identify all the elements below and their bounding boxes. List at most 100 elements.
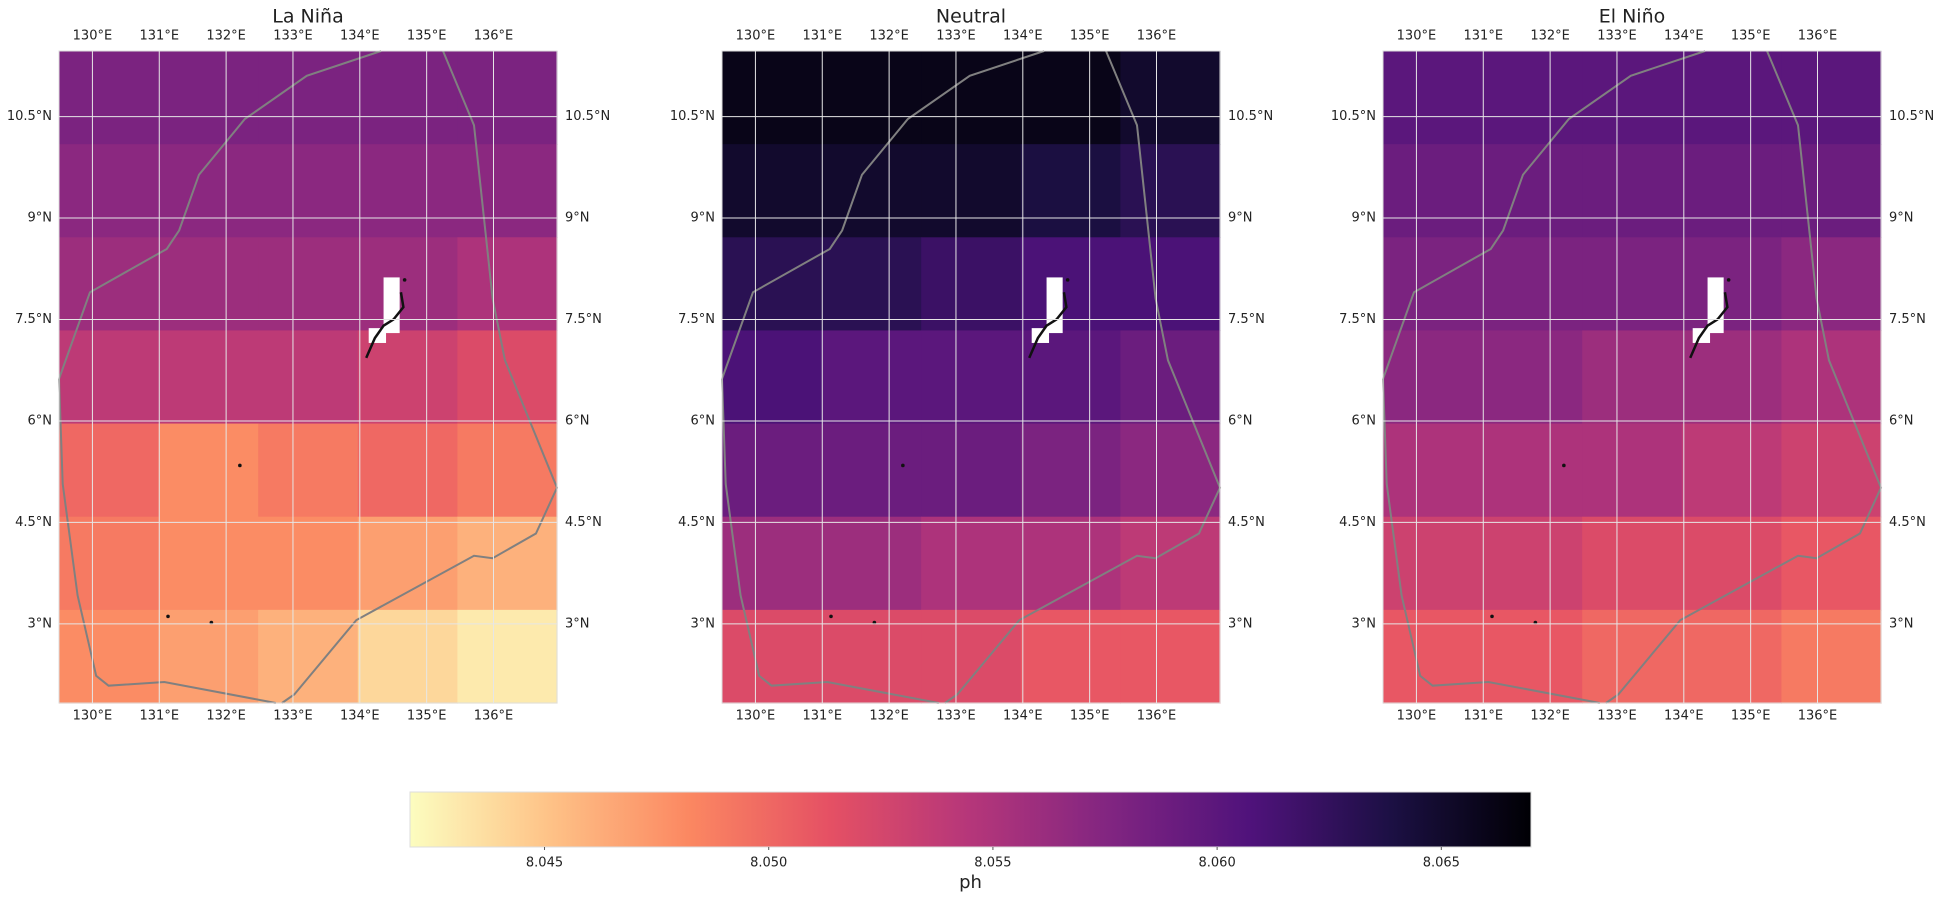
lon-label: 136°E	[1137, 709, 1177, 724]
lon-label: 132°E	[869, 29, 909, 44]
island	[1028, 292, 1068, 359]
ph-cell	[158, 609, 259, 704]
island	[238, 463, 242, 468]
ph-cell	[258, 51, 359, 145]
lon-label: 136°E	[474, 709, 514, 724]
eez-boundary	[1382, 378, 1600, 704]
ph-cell	[1781, 423, 1882, 518]
lat-label: 10.5°N	[7, 109, 52, 124]
ph-cell	[59, 51, 160, 145]
ph-cell	[1383, 516, 1484, 611]
lat-label: 10.5°N	[1228, 109, 1273, 124]
island	[365, 292, 405, 359]
ph-cell	[1120, 609, 1221, 704]
lon-label: 135°E	[1070, 29, 1110, 44]
ph-cell	[59, 423, 160, 518]
ph-cell	[1582, 609, 1683, 704]
ph-cell	[59, 144, 160, 238]
lon-label: 131°E	[140, 29, 180, 44]
lon-label: 131°E	[803, 709, 843, 724]
ph-cell	[457, 144, 558, 238]
ph-cell	[1781, 237, 1882, 332]
lon-label: 132°E	[206, 709, 246, 724]
ph-cell	[357, 330, 458, 425]
eez-boundary	[944, 50, 1222, 704]
lat-label: 4.5°N	[1339, 515, 1376, 530]
ph-cell	[722, 144, 823, 238]
ph-cell	[1383, 423, 1484, 518]
lon-label: 136°E	[1798, 29, 1838, 44]
island	[901, 463, 905, 468]
lon-label: 133°E	[936, 29, 976, 44]
ph-cell	[59, 609, 160, 704]
colorbar-tick-label: 8.045	[526, 856, 563, 871]
lat-label: 7.5°N	[678, 312, 715, 327]
ph-cell	[1482, 51, 1583, 145]
lat-label: 6°N	[1889, 413, 1914, 428]
lon-label: 133°E	[273, 29, 313, 44]
panel-title: Neutral	[936, 6, 1006, 28]
colorbar	[409, 791, 1532, 848]
ph-cell	[1120, 237, 1221, 332]
lat-label: 3°N	[28, 616, 53, 631]
lon-label: 130°E	[736, 29, 776, 44]
ph-cell	[1120, 330, 1221, 425]
ph-cell	[1582, 237, 1683, 332]
map-frame	[1382, 50, 1882, 704]
lat-label: 4.5°N	[1228, 515, 1265, 530]
ph-cell	[457, 609, 558, 704]
ph-cell	[722, 330, 823, 425]
lon-label: 133°E	[1597, 29, 1637, 44]
lat-label: 6°N	[691, 413, 716, 428]
lon-label: 132°E	[1530, 29, 1570, 44]
lat-label: 10.5°N	[565, 109, 610, 124]
colorbar-label: ph	[959, 872, 982, 893]
lat-label: 9°N	[1889, 211, 1914, 226]
ph-cell	[1781, 51, 1882, 145]
ph-cell	[722, 237, 823, 332]
ph-cell	[258, 237, 359, 332]
ph-cell	[1120, 423, 1221, 518]
eez-boundary	[58, 378, 276, 704]
lat-label: 4.5°N	[1889, 515, 1926, 530]
lon-label: 134°E	[1003, 709, 1043, 724]
eez-boundary	[281, 50, 559, 704]
lon-label: 131°E	[803, 29, 843, 44]
map-panel: 130°E 130°E 131°E 131°E 132°E 132°E 133°E 133°E…	[1331, 6, 1934, 724]
lat-label: 7.5°N	[1228, 312, 1265, 327]
ph-cell	[1383, 609, 1484, 704]
lat-label: 7.5°N	[15, 312, 52, 327]
lat-label: 7.5°N	[1889, 312, 1926, 327]
ph-cell	[821, 51, 922, 145]
panel-title: La Niña	[272, 6, 343, 28]
lon-label: 131°E	[1464, 709, 1504, 724]
lat-label: 10.5°N	[1331, 109, 1376, 124]
ph-cell	[59, 237, 160, 332]
lat-label: 9°N	[565, 211, 590, 226]
ph-cell	[1020, 516, 1121, 611]
lat-label: 3°N	[1228, 616, 1253, 631]
lat-label: 9°N	[1228, 211, 1253, 226]
ph-cell	[1681, 423, 1782, 518]
ph-cell	[158, 144, 259, 238]
eez-boundary	[1605, 50, 1883, 704]
lon-label: 134°E	[340, 29, 380, 44]
lon-label: 135°E	[407, 29, 447, 44]
lat-label: 4.5°N	[678, 515, 715, 530]
ph-cell	[1582, 144, 1683, 238]
lat-label: 6°N	[1352, 413, 1377, 428]
ph-cell	[1020, 609, 1121, 704]
ph-cell	[921, 516, 1022, 611]
lon-label: 132°E	[206, 29, 246, 44]
ph-cell	[1781, 330, 1882, 425]
ph-cell	[1681, 144, 1782, 238]
ph-cell	[457, 330, 558, 425]
lon-label: 136°E	[1137, 29, 1177, 44]
ph-cell	[1482, 423, 1583, 518]
island	[1490, 614, 1494, 619]
ph-cell	[921, 423, 1022, 518]
ph-cell	[1681, 51, 1782, 145]
lat-label: 10.5°N	[1889, 109, 1934, 124]
ph-cell	[258, 609, 359, 704]
